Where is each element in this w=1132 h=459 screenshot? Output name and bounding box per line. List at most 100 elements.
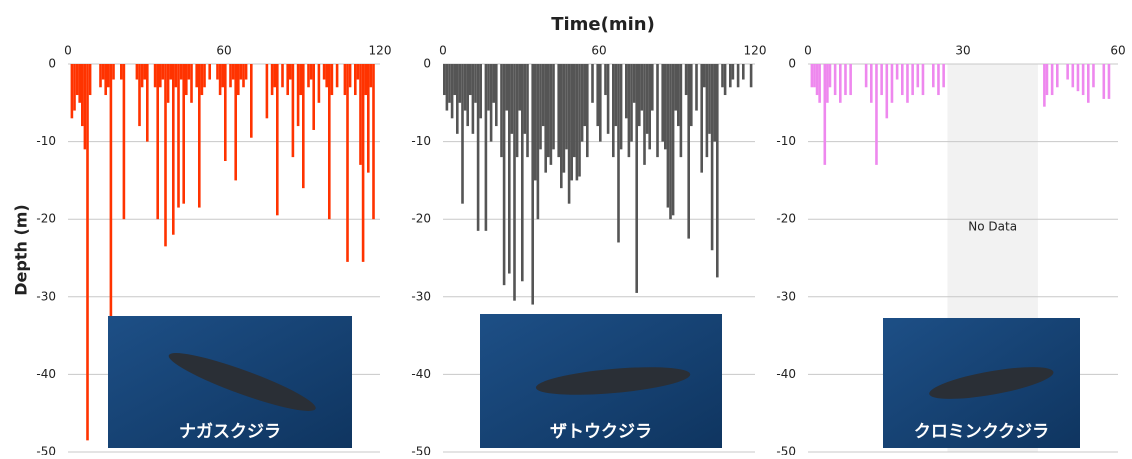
bar (550, 64, 553, 165)
bar (84, 64, 87, 149)
bar (446, 64, 449, 111)
bar (448, 64, 451, 103)
bar (633, 64, 636, 103)
bar (221, 64, 224, 87)
bar (164, 64, 167, 246)
bar (237, 64, 240, 95)
bar (357, 64, 360, 80)
bar (292, 64, 295, 157)
bar (323, 64, 326, 80)
bar (563, 64, 566, 173)
bar (542, 64, 545, 126)
bar (201, 64, 204, 95)
bar (359, 64, 362, 165)
bar (703, 64, 706, 87)
bar (188, 64, 191, 80)
bar (834, 64, 837, 95)
bar (1087, 64, 1090, 103)
y-tick-label: -20 (776, 212, 796, 226)
bar (219, 64, 222, 95)
bar (307, 64, 310, 87)
bar (490, 64, 493, 142)
bar (1066, 64, 1069, 80)
bar (469, 64, 472, 95)
bar (208, 64, 211, 80)
bar (732, 64, 735, 80)
whale-photo: ナガスクジラ (108, 316, 352, 448)
bar (477, 64, 480, 231)
bar (107, 64, 110, 87)
y-tick-label: -50 (36, 445, 56, 456)
bar (896, 64, 899, 80)
whale-photo: ザトウクジラ (480, 314, 722, 448)
y-tick-label: 0 (423, 57, 431, 71)
y-tick-label: -10 (776, 134, 796, 148)
y-tick-label: -40 (36, 367, 56, 381)
bar (331, 64, 334, 95)
y-tick-label: -50 (411, 445, 431, 456)
bar (336, 64, 339, 87)
bar (73, 64, 76, 111)
bar (362, 64, 365, 262)
bar (656, 64, 659, 157)
bar (1051, 64, 1054, 95)
bar (367, 64, 370, 173)
bar (628, 64, 631, 157)
bar (906, 64, 909, 103)
y-tick-label: 0 (48, 57, 56, 71)
bar (328, 64, 331, 219)
bar (310, 64, 313, 80)
bar (1043, 64, 1046, 107)
bar (1056, 64, 1059, 87)
bar (302, 64, 305, 188)
bar (203, 64, 206, 87)
x-tick-label: 0 (439, 44, 447, 58)
x-tick-label: 120 (744, 44, 767, 58)
bar (479, 64, 482, 118)
bar (583, 64, 586, 126)
bar (932, 64, 935, 87)
y-tick-label: -40 (776, 367, 796, 381)
bar (544, 64, 547, 173)
bar (492, 64, 495, 103)
bar (198, 64, 201, 208)
bar (829, 64, 832, 87)
x-tick-label: 0 (804, 44, 812, 58)
x-tick-label: 60 (216, 44, 231, 58)
bar (120, 64, 123, 80)
bar (635, 64, 638, 293)
bar (648, 64, 651, 149)
bar (182, 64, 185, 204)
bar (886, 64, 889, 118)
bar (143, 64, 146, 80)
y-tick-label: -30 (776, 289, 796, 303)
bar (86, 64, 89, 440)
bar (865, 64, 868, 87)
bar (560, 64, 563, 188)
bar (518, 64, 521, 111)
bar (700, 64, 703, 173)
chart: Time(min) Depth (m) 0-10-20-30-40-500601… (0, 0, 1132, 455)
bar (503, 64, 506, 285)
bar (175, 64, 178, 87)
bar (99, 64, 102, 87)
bar (922, 64, 925, 95)
bar (245, 64, 248, 80)
bar (172, 64, 175, 235)
bar (495, 64, 498, 126)
bar (1103, 64, 1106, 99)
bar (524, 64, 527, 134)
bar (638, 64, 641, 126)
bar (724, 64, 727, 95)
bar (664, 64, 667, 149)
bar (443, 64, 446, 95)
no-data-label: No Data (968, 219, 1017, 233)
bar (516, 64, 519, 157)
y-tick-label: -10 (411, 134, 431, 148)
bar (917, 64, 920, 87)
bar (526, 64, 529, 157)
chart-title: Time(min) (551, 14, 655, 35)
bar (942, 64, 945, 87)
bar (690, 64, 693, 126)
bar (349, 64, 352, 87)
